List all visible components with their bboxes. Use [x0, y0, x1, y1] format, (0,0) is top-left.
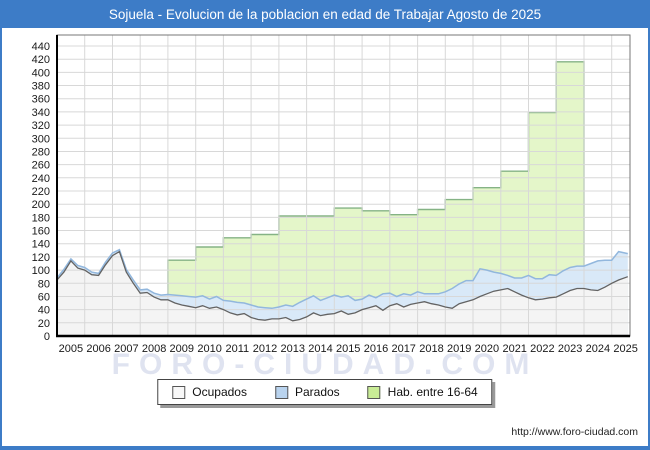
legend-label-hab: Hab. entre 16-64	[387, 385, 478, 399]
chart-area: 0 20 40 60 80 100 120 140 160 180 200 220 240 260 280 3…	[2, 28, 648, 446]
svg-text:0: 0	[44, 331, 50, 343]
svg-text:2006: 2006	[86, 343, 110, 355]
svg-text:120: 120	[32, 252, 50, 264]
svg-text:2012: 2012	[253, 343, 277, 355]
svg-text:2023: 2023	[558, 343, 582, 355]
svg-text:2018: 2018	[419, 343, 443, 355]
svg-text:340: 340	[32, 107, 50, 119]
svg-text:240: 240	[32, 173, 50, 185]
svg-text:2015: 2015	[336, 343, 360, 355]
svg-text:2017: 2017	[391, 343, 415, 355]
svg-text:260: 260	[32, 160, 50, 172]
legend: Ocupados Parados Hab. entre 16-64	[157, 379, 493, 405]
svg-text:2013: 2013	[281, 343, 305, 355]
svg-text:180: 180	[32, 212, 50, 224]
svg-text:320: 320	[32, 120, 50, 132]
svg-text:2011: 2011	[225, 343, 249, 355]
svg-text:40: 40	[38, 305, 50, 317]
title-bar: Sojuela - Evolucion de la poblacion en e…	[0, 0, 650, 28]
legend-item-ocupados: Ocupados	[172, 385, 247, 399]
svg-text:200: 200	[32, 199, 50, 211]
svg-text:2014: 2014	[308, 343, 332, 355]
svg-text:100: 100	[32, 265, 50, 277]
svg-text:140: 140	[32, 239, 50, 251]
svg-text:280: 280	[32, 147, 50, 159]
svg-text:2024: 2024	[586, 343, 610, 355]
legend-label-parados: Parados	[294, 385, 340, 399]
svg-text:380: 380	[32, 81, 50, 93]
svg-text:2025: 2025	[613, 343, 637, 355]
hab-area	[167, 61, 584, 337]
ocupados-area	[57, 251, 628, 336]
svg-text:360: 360	[32, 94, 50, 106]
ocupados-line	[56, 250, 629, 322]
svg-text:160: 160	[32, 226, 50, 238]
svg-text:420: 420	[32, 54, 50, 66]
svg-text:300: 300	[32, 133, 50, 145]
svg-text:2008: 2008	[142, 343, 166, 355]
svg-text:20: 20	[38, 318, 50, 330]
parados-line	[56, 248, 628, 310]
svg-text:80: 80	[38, 278, 50, 290]
svg-text:2020: 2020	[475, 343, 499, 355]
legend-item-hab: Hab. entre 16-64	[367, 385, 478, 399]
svg-text:2021: 2021	[502, 343, 526, 355]
site-url[interactable]: http://www.foro-ciudad.com	[511, 426, 638, 438]
svg-text:2007: 2007	[114, 343, 138, 355]
svg-text:220: 220	[32, 186, 50, 198]
svg-text:2022: 2022	[530, 343, 554, 355]
page-title: Sojuela - Evolucion de la poblacion en e…	[108, 7, 542, 22]
svg-text:400: 400	[32, 67, 50, 79]
hab-swatch-icon	[367, 385, 381, 399]
gridlines	[57, 35, 630, 336]
svg-text:2010: 2010	[197, 343, 221, 355]
svg-text:2016: 2016	[364, 343, 388, 355]
svg-text:2009: 2009	[170, 343, 194, 355]
parados-swatch-icon	[274, 385, 288, 399]
ocupados-swatch-icon	[172, 385, 186, 399]
svg-text:60: 60	[38, 292, 50, 304]
svg-text:2019: 2019	[447, 343, 471, 355]
legend-label-ocupados: Ocupados	[192, 385, 247, 399]
svg-text:440: 440	[32, 41, 50, 53]
legend-item-parados: Parados	[274, 385, 340, 399]
svg-text:2005: 2005	[59, 343, 83, 355]
